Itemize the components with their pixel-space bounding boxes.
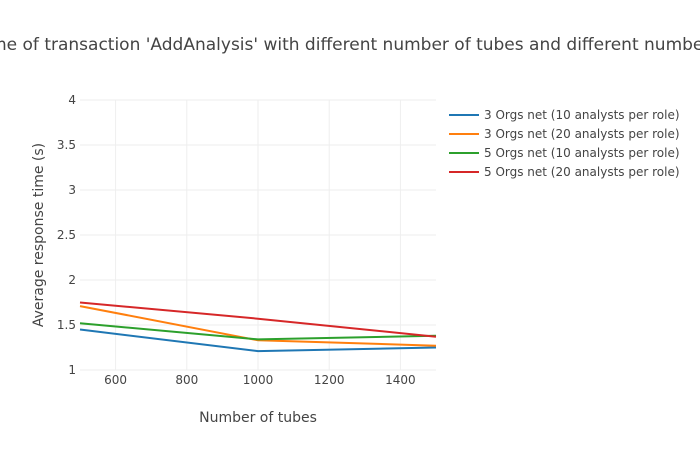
x-tick-label: 1000 (243, 373, 274, 387)
chart-title: Response time of transaction 'AddAnalysi… (0, 35, 700, 55)
y-tick-label: 2.5 (57, 228, 76, 242)
series-line-3 (79, 322, 437, 341)
x-tick-label: 1200 (314, 373, 345, 387)
grid (80, 99, 436, 371)
y-axis-label: Average response time (s) (31, 143, 47, 327)
x-axis-ticks: 600 800 1000 1200 1400 (104, 373, 416, 387)
series-line-1 (79, 328, 437, 353)
x-tick-label: 600 (104, 373, 127, 387)
y-tick-label: 2 (68, 273, 76, 287)
legend: 3 Orgs net (10 analysts per role) 3 Orgs … (449, 108, 680, 179)
series-lines (79, 301, 437, 353)
y-tick-label: 1.5 (57, 318, 76, 332)
y-tick-label: 1 (68, 363, 76, 377)
x-tick-label: 1400 (385, 373, 416, 387)
legend-label-4: 5 Orgs net (20 analysts per role) (484, 165, 680, 179)
y-tick-label: 4 (68, 93, 76, 107)
x-tick-label: 800 (175, 373, 198, 387)
y-tick-label: 3.5 (57, 138, 76, 152)
legend-label-2: 3 Orgs net (20 analysts per role) (484, 127, 680, 141)
legend-label-3: 5 Orgs net (10 analysts per role) (484, 146, 680, 160)
y-axis-ticks: 1 1.5 2 2.5 3 3.5 4 (57, 93, 76, 377)
legend-label-1: 3 Orgs net (10 analysts per role) (484, 108, 680, 122)
x-axis-label: Number of tubes (199, 410, 317, 426)
y-tick-label: 3 (68, 183, 76, 197)
series-line-4 (79, 301, 437, 338)
